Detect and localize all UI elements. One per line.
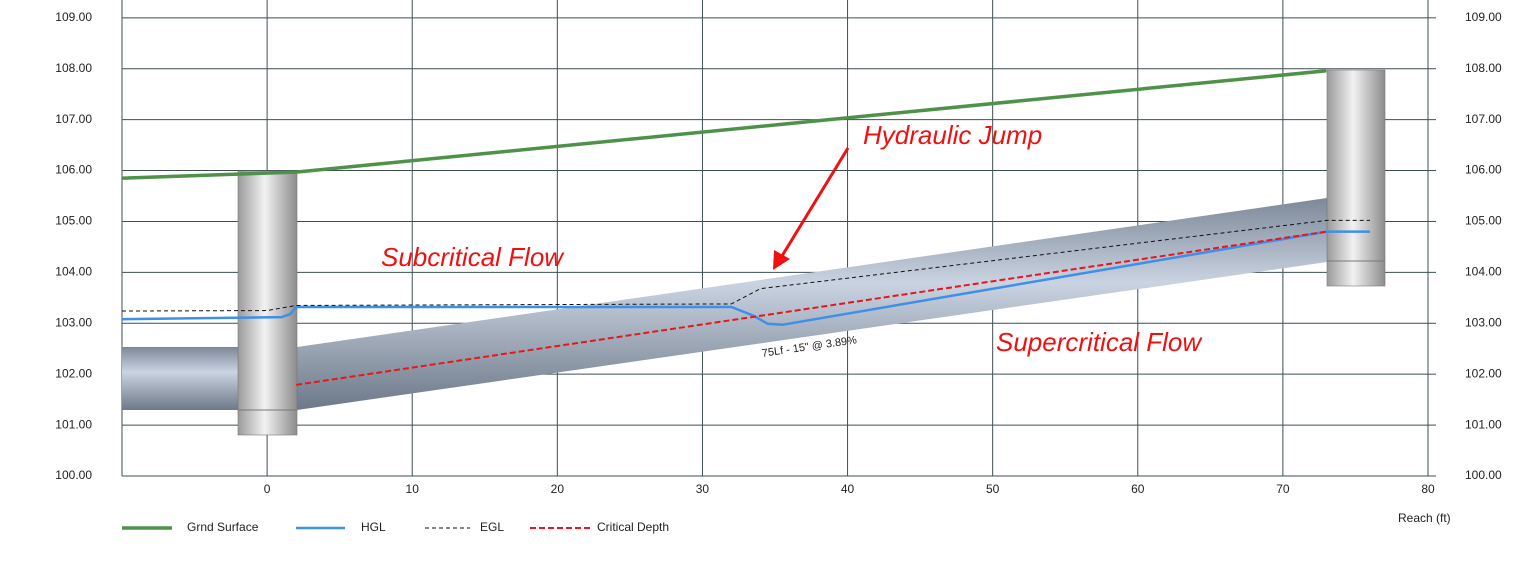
y2-tick-label: 106.00 [1465, 163, 1502, 177]
y-tick-label: 104.00 [55, 265, 92, 279]
legend-label: Critical Depth [597, 520, 669, 534]
series-line [121, 219, 1370, 312]
x-tick-label: 80 [1421, 482, 1435, 496]
y2-tick-label: 103.00 [1465, 315, 1502, 329]
x-tick-label: 0 [264, 482, 271, 496]
y-tick-label: 106.00 [55, 163, 92, 177]
series-line [295, 230, 1327, 386]
legend-label: Grnd Surface [187, 520, 259, 534]
upstream-pipe [122, 347, 242, 410]
y2-tick-label: 102.00 [1465, 366, 1502, 380]
manhole [237, 170, 298, 436]
x-tick-label: 20 [551, 482, 565, 496]
x-tick-label: 40 [841, 482, 855, 496]
y-tick-label: 108.00 [55, 61, 92, 75]
pipe [297, 198, 1327, 410]
y-tick-label: 102.00 [55, 366, 92, 380]
annotation: Subcritical Flow [381, 242, 565, 272]
y2-tick-label: 101.00 [1465, 417, 1502, 431]
annotation: Supercritical Flow [996, 327, 1203, 357]
y-tick-label: 107.00 [55, 112, 92, 126]
series [121, 69, 1370, 386]
legend-label: EGL [480, 520, 504, 534]
annotation: Hydraulic Jump [863, 120, 1042, 150]
y-tick-label: 105.00 [55, 214, 92, 228]
manhole [1326, 69, 1386, 287]
y2-tick-label: 109.00 [1465, 10, 1502, 24]
legend-label: HGL [361, 520, 386, 534]
y2-tick-label: 108.00 [1465, 61, 1502, 75]
y2-tick-label: 104.00 [1465, 265, 1502, 279]
y-tick-label: 101.00 [55, 417, 92, 431]
x-tick-label: 60 [1131, 482, 1145, 496]
x-axis-label: Reach (ft) [1398, 511, 1451, 525]
y2-tick-label: 100.00 [1465, 468, 1502, 482]
arrow-head [773, 250, 790, 270]
y2-tick-label: 107.00 [1465, 112, 1502, 126]
series-line [121, 69, 1327, 180]
x-tick-label: 50 [986, 482, 1000, 496]
y2-tick-label: 105.00 [1465, 214, 1502, 228]
grid [121, 0, 1436, 477]
y-tick-label: 100.00 [55, 468, 92, 482]
y-tick-label: 103.00 [55, 315, 92, 329]
y-tick-label: 109.00 [55, 10, 92, 24]
x-tick-label: 70 [1276, 482, 1290, 496]
x-tick-label: 30 [696, 482, 710, 496]
structures [122, 69, 1386, 436]
x-tick-label: 10 [406, 482, 420, 496]
arrow [780, 147, 850, 257]
series-line [121, 230, 1370, 327]
